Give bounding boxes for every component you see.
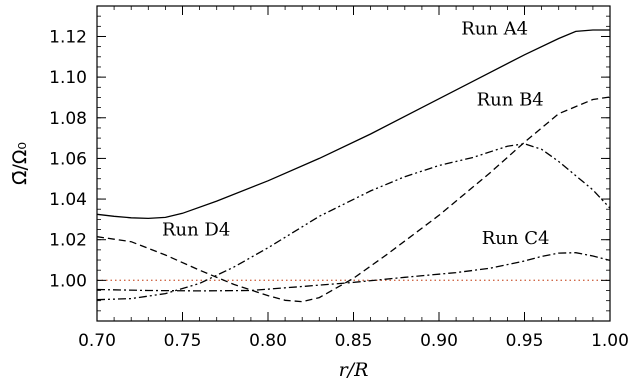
x-tick-label: 0.80 xyxy=(249,331,287,351)
y-tick-label: 1.00 xyxy=(49,271,87,291)
plot-frame xyxy=(96,5,611,322)
series-line-run-c4 xyxy=(96,252,611,292)
axes: 0.70 0.75 0.80 0.85 0.90 0.95 1.00 1.00 1.02 1.04… xyxy=(9,5,629,381)
series-line-run-b4 xyxy=(96,96,611,303)
x-tick-label: 0.85 xyxy=(335,331,373,351)
series-group xyxy=(96,29,611,303)
x-tick-label: 1.00 xyxy=(591,331,629,351)
y-tick-label: 1.02 xyxy=(49,231,87,251)
y-tick-label: 1.04 xyxy=(49,190,87,210)
x-tick-label: 0.90 xyxy=(420,331,458,351)
run-labels: Run A4 Run B4 Run C4 Run D4 xyxy=(162,18,549,248)
x-tick-label: 0.75 xyxy=(164,331,202,351)
x-tick-label: 0.70 xyxy=(78,331,116,351)
y-tick-label: 1.12 xyxy=(49,27,87,47)
y-tick-label: 1.08 xyxy=(49,109,87,129)
x-axis-title: r/R xyxy=(339,359,369,381)
y-tick-label: 1.06 xyxy=(49,149,87,169)
series-label: Run C4 xyxy=(482,228,550,249)
x-tick-label: 0.95 xyxy=(506,331,544,351)
series-label: Run A4 xyxy=(461,18,528,39)
y-axis-title: Ω̄/Ω₀ xyxy=(9,142,31,185)
series-label: Run B4 xyxy=(477,90,544,111)
y-tick-label: 1.10 xyxy=(49,68,87,88)
series-line-run-a4 xyxy=(96,29,610,220)
series-label: Run D4 xyxy=(162,220,230,241)
